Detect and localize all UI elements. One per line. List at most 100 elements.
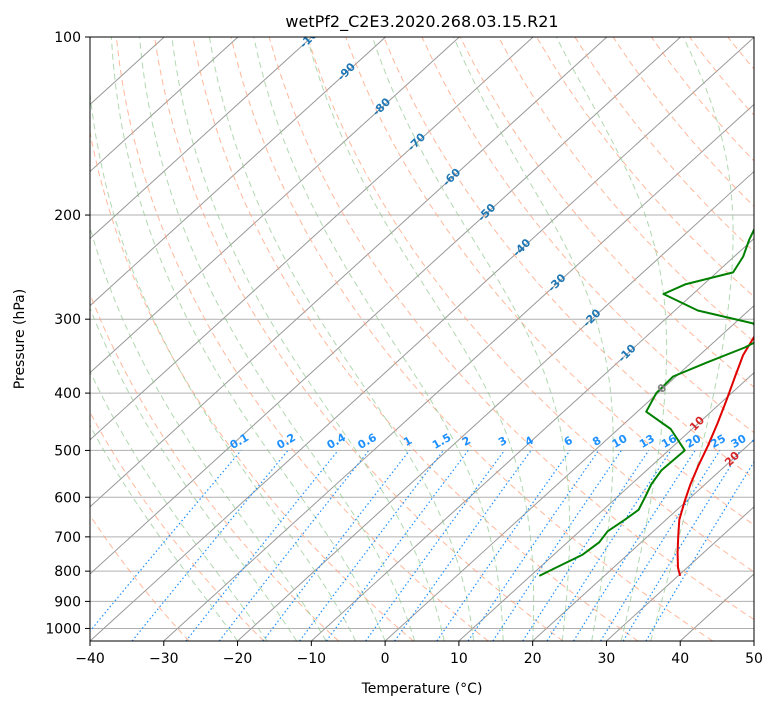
y-tick-label: 1000 — [45, 621, 81, 637]
mixing-ratio-line — [492, 450, 622, 641]
isotherm-line — [458, 372, 754, 641]
dry-adiabat — [689, 37, 754, 116]
mixing-ratio-line — [299, 450, 444, 641]
y-tick-label: 300 — [54, 312, 81, 328]
x-axis-label: Temperature (°C) — [361, 681, 483, 697]
moist-adiabat — [555, 37, 668, 641]
dry-adiabat — [154, 37, 564, 641]
isotherm-line — [384, 304, 754, 641]
y-tick-label: 200 — [54, 208, 81, 224]
mixing-ratio-line — [394, 450, 532, 641]
moist-adiabat — [650, 37, 734, 641]
dry-adiabat — [115, 37, 489, 641]
y-tick-label: 500 — [54, 443, 81, 459]
isotherm-line — [237, 170, 754, 641]
isotherm-line — [310, 237, 754, 641]
moist-adiabat — [253, 37, 504, 641]
moist-adiabat — [110, 37, 386, 641]
dry-adiabat — [536, 37, 754, 298]
moist-adiabat — [371, 37, 571, 641]
dry-adiabat — [766, 37, 775, 641]
x-tick-label: −30 — [149, 651, 179, 667]
dry-adiabat — [230, 37, 713, 641]
y-tick-label: 900 — [54, 594, 81, 610]
dry-adiabat — [383, 37, 754, 480]
mixing-ratio-line — [365, 450, 505, 641]
x-tick-label: 20 — [524, 651, 542, 667]
dry-adiabat — [90, 129, 414, 641]
mixing-ratio-label: 1 — [401, 434, 414, 449]
moist-adiabats — [90, 37, 734, 641]
isotherm-line — [163, 103, 754, 641]
x-axis-ticks: −40 −30 −20 −10 0 10 20 30 40 50 — [75, 641, 763, 667]
dry-adiabat — [345, 37, 754, 526]
isotherm-line — [753, 640, 754, 641]
mixing-ratio-label: 0.2 — [275, 431, 298, 452]
mixing-ratio-line — [218, 450, 370, 641]
isotherm-line — [679, 573, 754, 641]
moist-adiabat — [139, 37, 416, 641]
y-axis-label: Pressure (hPa) — [12, 289, 28, 389]
mixing-ratio-line — [325, 450, 469, 641]
temperature-line — [676, 335, 754, 577]
plot-area: -100-90-80-70-60-50-40-30-20-10010203040… — [90, 37, 775, 641]
x-tick-label: −20 — [223, 651, 253, 667]
x-tick-label: 50 — [745, 651, 763, 667]
isotherm-label: 30 — [757, 484, 775, 504]
isotherm-line — [606, 506, 754, 641]
mixing-ratio-line — [131, 450, 289, 641]
mixing-ratio-label: 16 — [659, 432, 679, 451]
mixing-ratio-lines — [90, 450, 754, 641]
mixing-ratio-line — [90, 450, 242, 632]
dry-adiabat — [90, 514, 190, 641]
x-tick-label: 40 — [671, 651, 689, 667]
mixing-ratio-line — [522, 450, 650, 641]
y-tick-label: 800 — [54, 564, 81, 580]
chart-title: wetPf2_C2E3.2020.268.03.15.R21 — [285, 12, 558, 32]
series-group — [538, 227, 754, 577]
mixing-ratio-label: 25 — [708, 432, 728, 451]
mixing-ratio-line — [467, 450, 600, 641]
x-tick-label: −10 — [297, 651, 327, 667]
moist-adiabat — [208, 37, 475, 641]
x-tick-label: 10 — [450, 651, 468, 667]
mixing-ratio-line — [185, 450, 339, 641]
plot-frame — [89, 36, 755, 642]
isotherm-line — [90, 37, 239, 173]
x-tick-label: 30 — [598, 651, 616, 667]
isotherm-line — [90, 37, 681, 575]
isotherm-line — [90, 37, 386, 307]
dry-adiabat — [421, 37, 754, 434]
isotherm-line — [90, 37, 313, 240]
moist-adiabat — [90, 306, 298, 641]
dry-adiabat — [192, 37, 639, 641]
isotherm-line — [90, 37, 460, 374]
isotherm-line — [90, 37, 534, 441]
moist-adiabat — [90, 88, 357, 641]
moist-adiabat — [90, 370, 268, 641]
y-tick-label: 600 — [54, 490, 81, 506]
mixing-ratio-label: 3 — [496, 434, 509, 449]
mixing-ratio-line — [622, 450, 741, 641]
mixing-ratio-line — [546, 450, 672, 641]
y-tick-label: 100 — [54, 30, 81, 46]
mixing-ratio-label: 30 — [729, 432, 749, 451]
skewed-isotherms — [90, 37, 754, 641]
mixing-ratio-line — [600, 450, 721, 641]
dewpoint-line — [538, 227, 754, 577]
moist-adiabat — [306, 37, 535, 641]
dry-adiabat — [498, 37, 754, 343]
mixing-ratio-line — [262, 450, 411, 641]
dry-adiabat — [306, 37, 754, 573]
moist-adiabat — [90, 226, 327, 641]
y-tick-label: 700 — [54, 530, 81, 546]
mixing-ratio-line — [436, 450, 571, 641]
dry-adiabat — [90, 411, 265, 641]
x-tick-label: 0 — [381, 651, 390, 667]
isotherm-line — [90, 37, 608, 508]
x-tick-label: −40 — [75, 651, 105, 667]
dry-adiabat — [268, 37, 754, 621]
mixing-ratio-label: 36 — [750, 432, 770, 451]
isotherm-line — [90, 37, 754, 641]
